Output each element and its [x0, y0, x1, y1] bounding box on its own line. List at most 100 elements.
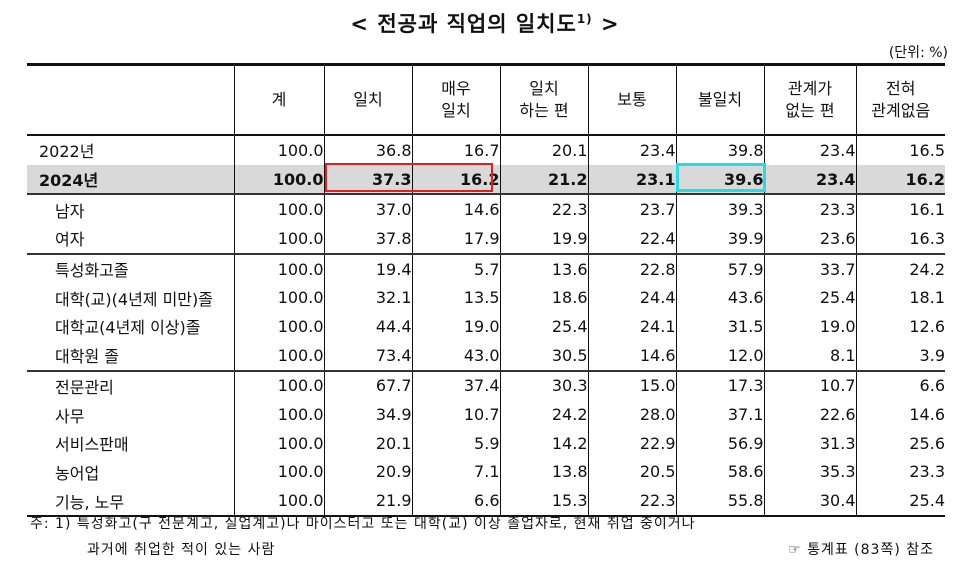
- table-cell: 37.4: [411, 369, 500, 401]
- table-cell: 25.4: [763, 283, 856, 313]
- table-cell: 10.7: [411, 400, 500, 429]
- table-cell: 18.1: [855, 283, 945, 313]
- table-cell: 23.4: [763, 164, 856, 195]
- table-cell: 44.4: [323, 312, 412, 341]
- table-cell: 16.2: [411, 164, 500, 195]
- table-cell: 23.3: [855, 457, 945, 487]
- table-cell: 15.3: [499, 486, 588, 517]
- table-cell: 14.6: [855, 400, 945, 429]
- table-cell: 35.3: [763, 457, 856, 487]
- table-cell: 15.0: [587, 369, 676, 401]
- table-cell: 21.2: [499, 164, 588, 195]
- table-cell: 16.5: [855, 135, 945, 165]
- table-cell: 17.9: [411, 224, 500, 254]
- table-row: 사무 100.0 34.9 10.7 24.2 28.0 37.1 22.6 14.6: [27, 400, 945, 429]
- table-cell: 100.0: [233, 283, 324, 313]
- table-cell: 100.0: [233, 486, 324, 517]
- table-row: 대학(교)(4년제 미만)졸 100.0 32.1 13.5 18.6 24.4 43.6 2…: [27, 283, 945, 313]
- title-close: >: [592, 12, 620, 36]
- table-cell: 37.8: [323, 224, 412, 254]
- table-cell: 31.5: [675, 312, 764, 341]
- table-cell: 58.6: [675, 457, 764, 487]
- footnote-line-1: 주: 1) 특성화고(구 전문계고, 실업계고)나 마이스터고 또는 대학(교)…: [30, 516, 696, 532]
- table-cell: 20.1: [499, 135, 588, 165]
- row-label: 특성화고졸: [27, 252, 234, 284]
- table-cell: 100.0: [233, 340, 324, 371]
- table-cell: 5.7: [411, 252, 500, 284]
- table-cell: 8.1: [763, 340, 856, 371]
- table-cell: 32.1: [323, 283, 412, 313]
- table-cell: 23.6: [763, 224, 856, 254]
- table-cell: 14.6: [587, 340, 676, 371]
- row-label: 농어업: [55, 463, 100, 483]
- table-cell: 24.2: [855, 252, 945, 284]
- table-cell: 43.0: [411, 340, 500, 371]
- table-cell: 19.9: [499, 224, 588, 254]
- table-cell: 37.1: [675, 400, 764, 429]
- header-match: 일치: [323, 63, 412, 136]
- table-cell: 6.6: [411, 486, 500, 517]
- table-cell: 28.0: [587, 400, 676, 429]
- row-label: 2022년: [39, 142, 95, 162]
- table-cell: 39.3: [675, 193, 764, 225]
- table-cell: 13.5: [411, 283, 500, 313]
- table-cell: 30.5: [499, 340, 588, 371]
- table-cell: 100.0: [233, 312, 324, 341]
- header-somewhat-unrelated: 관계가 없는 편: [763, 63, 856, 136]
- table-cell: 19.4: [323, 252, 412, 284]
- table-row: 2024년 100.0 37.3 16.2 21.2 23.1 39.6 23.4 16.2: [27, 164, 945, 195]
- row-label: 남자: [27, 193, 234, 225]
- table-cell: 23.4: [587, 135, 676, 165]
- table-cell: 39.6: [675, 164, 764, 195]
- table-row: 특성화고졸 100.0 19.4 5.7 13.6 22.8 57.9 33.7 24.2: [27, 252, 945, 284]
- row-label: 대학(교)(4년제 미만)졸: [55, 289, 213, 309]
- table-cell: 13.8: [499, 457, 588, 487]
- header-row: 계 일치 매우 일치 일치 하는 편 보통 불일치 관계가 없는 편 전혀 관계없음: [27, 63, 945, 136]
- table-cell: 16.1: [855, 193, 945, 225]
- table-cell: 21.9: [323, 486, 412, 517]
- table-cell: 100.0: [233, 428, 324, 458]
- table-cell: 100.0: [233, 369, 324, 401]
- table-row: 기능, 노무 100.0 21.9 6.6 15.3 22.3 55.8 30.4 25.4: [27, 486, 945, 517]
- table-cell: 16.3: [855, 224, 945, 254]
- table-cell: 6.6: [855, 369, 945, 401]
- reference-note: ☞ 통계표 (83쪽) 참조: [788, 542, 934, 558]
- table-cell: 67.7: [323, 369, 412, 401]
- table-cell: 7.1: [411, 457, 500, 487]
- table-cell: 100.0: [233, 457, 324, 487]
- row-label: 2024년: [27, 164, 234, 195]
- table-cell: 12.0: [675, 340, 764, 371]
- footnote-line-2: 과거에 취업한 적이 있는 사람: [87, 542, 276, 558]
- table-cell: 20.9: [323, 457, 412, 487]
- header-somewhat-match: 일치 하는 편: [499, 63, 588, 136]
- table-cell: 37.0: [323, 193, 412, 225]
- table-cell: 3.9: [855, 340, 945, 371]
- table-row: 전문관리 100.0 67.7 37.4 30.3 15.0 17.3 10.7 6.6: [27, 369, 945, 401]
- table-cell: 22.4: [587, 224, 676, 254]
- header-very-match: 매우 일치: [411, 63, 500, 136]
- table-cell: 56.9: [675, 428, 764, 458]
- row-label: 대학교(4년제 이상)졸: [55, 318, 201, 338]
- header-neutral: 보통: [587, 63, 676, 136]
- table-cell: 57.9: [675, 252, 764, 284]
- table-cell: 10.7: [763, 369, 856, 401]
- row-label: 여자: [55, 230, 85, 250]
- table-cell: 39.9: [675, 224, 764, 254]
- table-cell: 20.1: [323, 428, 412, 458]
- table-cell: 100.0: [233, 224, 324, 254]
- table-row: 남자 100.0 37.0 14.6 22.3 23.7 39.3 23.3 16.1: [27, 193, 945, 225]
- row-label: 전문관리: [27, 369, 234, 401]
- table-title: < 전공과 직업의 일치도1) >: [0, 8, 970, 38]
- row-label: 서비스판매: [55, 435, 129, 455]
- table-cell: 33.7: [763, 252, 856, 284]
- table-row: 대학교(4년제 이상)졸 100.0 44.4 19.0 25.4 24.1 31.5 19.…: [27, 312, 945, 341]
- row-label: 사무: [55, 406, 85, 426]
- table-cell: 23.7: [587, 193, 676, 225]
- table-cell: 25.4: [499, 312, 588, 341]
- unit-label: (단위: %): [888, 45, 948, 61]
- header-total: 계: [233, 63, 324, 136]
- table-cell: 30.3: [499, 369, 588, 401]
- table-cell: 19.0: [411, 312, 500, 341]
- header-mismatch: 불일치: [675, 63, 764, 136]
- table-cell: 24.1: [587, 312, 676, 341]
